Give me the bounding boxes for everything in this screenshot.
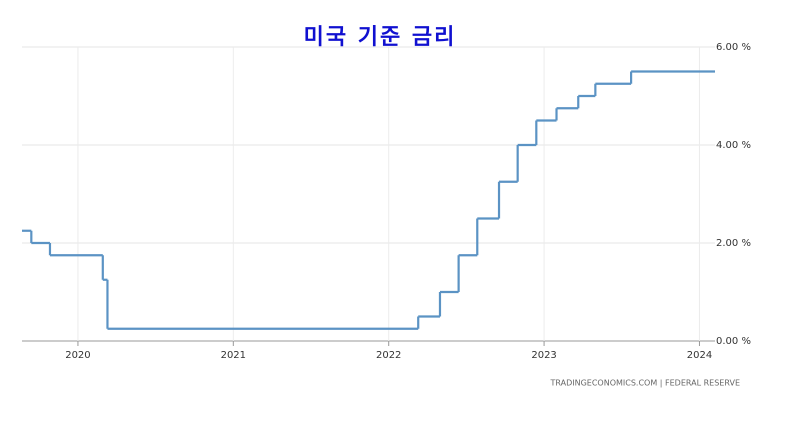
y-tick-label: 0.00 % [716,336,751,347]
x-tick-label: 2024 [687,350,712,361]
y-tick-label: 2.00 % [716,238,751,249]
source: TRADINGECONOMICS.COM | FEDERAL RESERVE [549,379,740,388]
x-tick-label: 2020 [65,350,90,361]
x-tick-label: 2023 [531,350,556,361]
y-tick-label: 6.00 % [716,42,751,53]
x-tick-label: 2021 [221,350,246,361]
x-tick-label: 2022 [376,350,401,361]
y-tick-label: 4.00 % [716,140,751,151]
chart-title: 미국 기준 금리 [304,24,457,50]
